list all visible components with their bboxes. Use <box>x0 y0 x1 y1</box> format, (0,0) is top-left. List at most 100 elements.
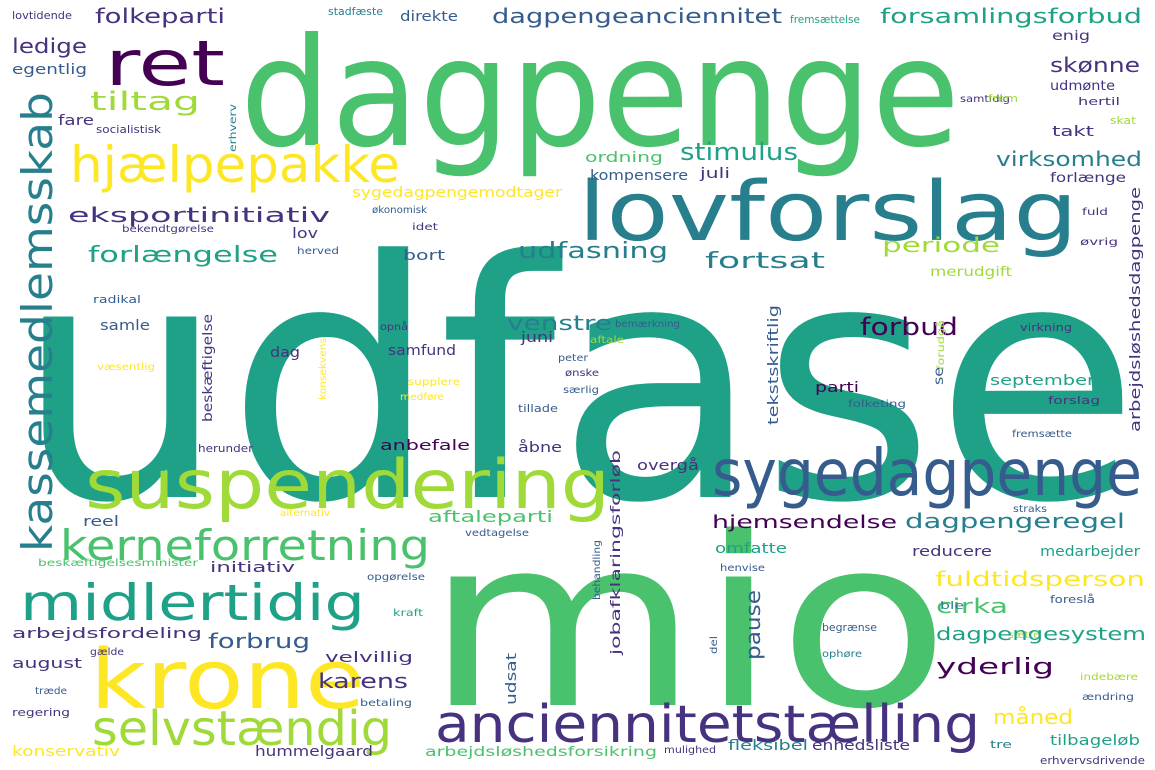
word-se: se <box>932 367 947 385</box>
word-initiativ: initiativ <box>210 560 295 576</box>
word-fremsattelse-top: fremsættelse <box>790 13 860 26</box>
word-fremsatte: fremsætte <box>1012 429 1072 440</box>
word-medfore: medføre <box>400 392 444 403</box>
word-august: august <box>12 656 83 672</box>
word-arbejdsloshedsdagpenge: arbejdsløshedsdagpenge <box>1128 187 1144 432</box>
word-virksomhed: virksomhed <box>996 147 1142 171</box>
word-yderlig: yderlig <box>936 655 1054 680</box>
word-skat: skat <box>1110 114 1137 127</box>
word-dagpengeregel: dagpengeregel <box>905 509 1125 533</box>
word-henvise: henvise <box>720 563 765 574</box>
word-ret: ret <box>105 27 225 100</box>
word-virkning: virkning <box>1020 321 1072 334</box>
word-stimulus: stimulus <box>680 138 798 166</box>
word-forbrug: forbrug <box>208 629 310 653</box>
word-dagpenge: dagpenge <box>240 7 960 181</box>
word-trade: træde <box>35 686 67 697</box>
word-venstre: venstre <box>507 311 612 335</box>
word-galde: gælde <box>90 647 124 658</box>
word-takt: takt <box>1052 124 1095 140</box>
word-peter: peter <box>558 353 589 364</box>
word-sygedagpenge: sygedagpenge <box>712 437 1142 511</box>
word-juni: juni <box>520 330 553 346</box>
word-folkeparti: folkeparti <box>95 4 225 28</box>
word-kerneforretning: kerneforretning <box>60 521 430 570</box>
word-ophore: ophøre <box>822 649 862 660</box>
word-dagpengeanciennitet: dagpengeanciennitet <box>492 4 782 28</box>
word-egentlig: egentlig <box>12 62 87 78</box>
word-kassemedlemsskab: kassemedlemsskab <box>13 92 62 552</box>
word-udsat: udsat <box>504 652 520 705</box>
word-opgorelse: opgørelse <box>367 572 425 583</box>
word-arbejdsfordeling: arbejdsfordeling <box>12 626 202 642</box>
word-cirka: cirka <box>936 594 1008 618</box>
word-straks: straks <box>1013 504 1047 515</box>
word-frem: frem <box>988 92 1018 105</box>
word-stadfaste: stadfæste <box>328 5 383 18</box>
word-direkte: direkte <box>400 9 458 25</box>
word-del: del <box>709 636 720 654</box>
word-hjemsendelse: hjemsendelse <box>712 512 897 533</box>
word-fuldtidsperson: fuldtidsperson <box>935 567 1145 591</box>
word-sygedagpengemodtager: sygedagpengemodtager <box>352 185 562 201</box>
word-bekendtgorelse: bekendtgørelse <box>122 224 214 235</box>
word-regering: regering <box>12 706 70 719</box>
word-erhverv: erhverv <box>228 104 239 152</box>
word-forslag: forslag <box>1048 394 1100 407</box>
word-abne: åbne <box>518 439 562 456</box>
word-overga: overgå <box>637 457 699 474</box>
word-ble: ble <box>940 599 964 612</box>
word-tillade: tillade <box>518 402 558 415</box>
word-vedtagelse: vedtagelse <box>465 528 529 539</box>
word-enig: enig <box>1052 29 1090 44</box>
word-jobafklaringsforlob: jobafklaringsforløb <box>609 450 624 657</box>
word-onske: ønske <box>565 368 599 379</box>
word-herved: herved <box>297 246 339 257</box>
word-konservativ: konservativ <box>12 744 120 760</box>
word-parti: parti <box>815 380 859 396</box>
word-ordning: ordning <box>585 150 663 166</box>
word-aftale: aftale <box>590 335 624 346</box>
word-folketing: folketing <box>848 399 906 410</box>
word-fare: fare <box>58 113 94 129</box>
word-forbud: forbud <box>860 313 958 341</box>
word-ledige: ledige <box>12 34 87 58</box>
word-lovtidende: lovtidende <box>12 9 72 22</box>
word-kraft: kraft <box>393 608 423 619</box>
word-beskaftigelsesminister: beskæftigelsesminister <box>38 558 199 569</box>
word-skonne: skønne <box>1050 53 1140 77</box>
word-fleksibel: fleksibel <box>728 738 808 754</box>
word-alternativ: alternativ <box>280 508 330 519</box>
word-begranse: begrænse <box>822 621 877 634</box>
word-socialistisk: socialistisk <box>96 123 162 136</box>
word-arbejdsloshedsforsikring: arbejdsløshedsforsikring <box>425 745 657 760</box>
word-tilbagelob: tilbageløb <box>1050 733 1140 749</box>
word-dagpengesystem: dagpengesystem <box>936 624 1146 645</box>
word-indebare: indebære <box>1080 672 1138 683</box>
word-betaling: betaling <box>360 698 412 709</box>
word-krone: krone <box>90 633 365 728</box>
word-udmonte: udmønte <box>1050 79 1115 94</box>
word-reducere: reducere <box>912 544 992 560</box>
word-idet: idet <box>412 222 438 233</box>
word-opna: opnå <box>380 320 408 333</box>
word-herunder: herunder <box>198 442 254 455</box>
word-mio: mio <box>425 488 950 761</box>
word-tekstskriftlig: tekstskriftlig <box>766 305 782 425</box>
word-pause: pause <box>741 590 765 660</box>
word-medarbejder: medarbejder <box>1040 544 1140 560</box>
word-forlangelse: forlængelse <box>88 243 278 268</box>
word-tre: tre <box>990 738 1012 751</box>
word-fuld: fuld <box>1082 207 1108 218</box>
word-suspendering: suspendering <box>85 446 610 525</box>
word-udfase: udfase <box>15 191 1140 575</box>
word-dag: dag <box>270 345 300 361</box>
word-lov: lov <box>292 226 318 242</box>
word-lovforslag: lovforslag <box>578 165 1078 260</box>
word-anciennitetstalling: anciennitetstælling <box>435 695 980 755</box>
word-selvstandig: selvstændig <box>92 701 392 757</box>
word-forudga: forudgå <box>934 320 947 370</box>
word-juli: juli <box>699 166 730 182</box>
word-tiltag: tiltag <box>90 87 200 117</box>
